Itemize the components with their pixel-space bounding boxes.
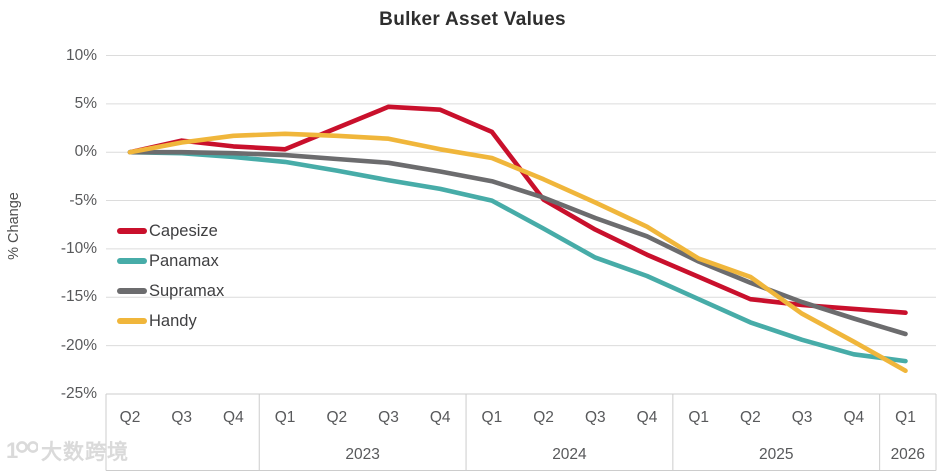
capesize-line-swatch-icon: [117, 228, 147, 234]
y-tick-label: -5%: [69, 191, 97, 209]
legend-item-supramax: Supramax: [117, 276, 224, 306]
y-tick-label: 10%: [65, 46, 97, 64]
x-tick-quarter-label: Q3: [171, 409, 193, 426]
x-tick-quarter-label: Q4: [636, 409, 658, 426]
x-tick-quarter-label: Q2: [740, 409, 761, 426]
legend-item-panamax: Panamax: [117, 246, 224, 276]
supramax-line-swatch-icon: [117, 288, 147, 294]
y-tick-label: 0%: [74, 143, 97, 161]
legend-item-capesize: Capesize: [117, 216, 224, 246]
x-tick-quarter-label: Q2: [326, 409, 348, 426]
watermark-logo-icon: 1: [6, 438, 38, 463]
x-tick-year-label: 2025: [759, 446, 794, 463]
x-tick-year-label: 2024: [552, 446, 587, 463]
y-tick-label: -10%: [60, 239, 97, 257]
x-tick-quarter-label: Q2: [533, 409, 554, 426]
x-tick-quarter-label: Q3: [791, 409, 813, 426]
chart-title: Bulker Asset Values: [379, 9, 566, 30]
series-line-supramax: [127, 149, 908, 337]
handy-line-swatch-icon: [117, 318, 147, 324]
y-tick-label: -20%: [60, 336, 97, 354]
panamax-line-swatch-icon: [117, 258, 147, 264]
legend-label: Handy: [149, 311, 197, 330]
x-tick-year-label: 2023: [345, 446, 380, 463]
x-tick-quarter-label: Q1: [274, 409, 296, 426]
x-tick-quarter-label: Q1: [688, 409, 710, 426]
legend-label: Capesize: [149, 221, 218, 240]
legend-label: Supramax: [149, 281, 225, 300]
x-tick-quarter-label: Q4: [843, 409, 865, 426]
x-tick-quarter-label: Q2: [119, 409, 141, 426]
x-tick-quarter-label: Q3: [584, 409, 606, 426]
series-line-panamax: [127, 149, 908, 364]
svg-text:1: 1: [6, 438, 19, 463]
series-line-handy: [127, 131, 908, 374]
y-tick-label: 5%: [74, 94, 97, 112]
series-line-capesize: [127, 104, 908, 316]
legend-label: Panamax: [149, 251, 219, 270]
legend-item-handy: Handy: [117, 306, 224, 336]
x-tick-year-label: 2026: [890, 446, 926, 463]
y-tick-label: -15%: [60, 288, 97, 306]
x-tick-quarter-label: Q4: [429, 409, 451, 426]
y-tick-label: -25%: [60, 384, 97, 402]
watermark: 1 大数跨境: [6, 436, 129, 466]
x-tick-quarter-label: Q3: [378, 409, 399, 426]
legend: Capesize Panamax Supramax Handy: [117, 216, 224, 336]
x-tick-quarter-label: Q1: [895, 409, 916, 426]
x-tick-quarter-label: Q4: [223, 409, 244, 426]
x-tick-quarter-label: Q1: [481, 409, 503, 426]
watermark-text: 大数跨境: [41, 441, 129, 464]
